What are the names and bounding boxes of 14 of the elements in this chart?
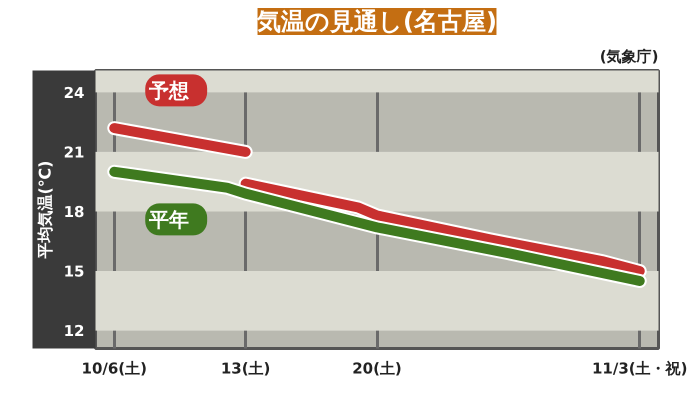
x-tick-label: 11/3(土・祝) (592, 360, 688, 378)
y-tick-label: 12 (64, 322, 84, 340)
x-tick-label: 10/6(土) (82, 360, 148, 378)
text: (気象庁) (600, 48, 659, 66)
chart-title: 気温の見通し(名古屋) (256, 8, 497, 36)
y-axis-title: 平均気温(℃) (36, 160, 55, 260)
series-label: 平年 (148, 207, 190, 232)
x-tick-label: 13(土) (220, 360, 270, 378)
y-tick-label: 21 (64, 143, 84, 162)
y-tick-label: 18 (64, 202, 84, 221)
x-tick-label: 20(土) (352, 360, 402, 378)
y-tick-label: 24 (64, 84, 84, 102)
series-label: 予想 (148, 78, 190, 102)
y-tick-label: 15 (64, 262, 84, 281)
